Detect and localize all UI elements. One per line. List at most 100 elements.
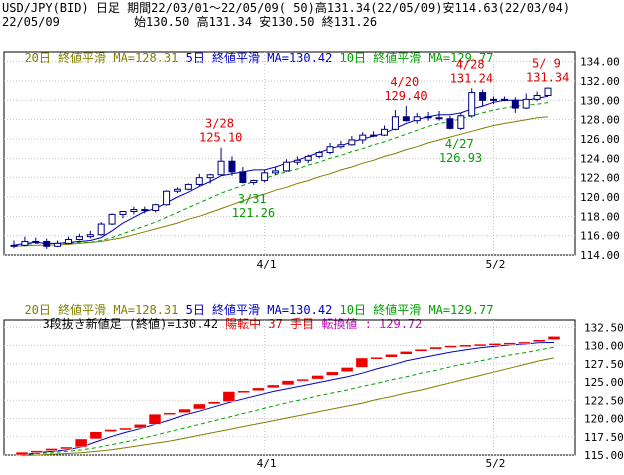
- candle-up: [152, 204, 160, 212]
- ma20-line: [13, 116, 549, 247]
- y-tick-label: 122.00: [580, 172, 620, 185]
- tlb-box: [222, 391, 236, 402]
- candle-up: [108, 213, 116, 225]
- candle-up: [130, 209, 138, 212]
- candle-down: [141, 209, 149, 212]
- annotation-date: 3/31: [238, 192, 267, 206]
- tlb-box: [237, 390, 250, 394]
- tlb-box: [74, 438, 88, 448]
- tlb-box: [60, 446, 73, 450]
- tlb-box: [518, 341, 531, 345]
- tlb-box: [414, 348, 428, 352]
- tlb-box: [370, 356, 383, 360]
- candle-up: [119, 211, 127, 215]
- tlb-box: [266, 384, 280, 389]
- y-tick-label: 134.00: [580, 56, 620, 69]
- tlb-box: [207, 401, 221, 405]
- tlb-box: [30, 450, 44, 453]
- candle-up: [250, 180, 258, 183]
- candle-down: [479, 92, 487, 101]
- candle-up: [315, 152, 323, 157]
- candle-up: [490, 98, 498, 101]
- candle-up: [64, 239, 72, 244]
- tlb-box: [45, 448, 58, 451]
- header-date: 22/05/09: [2, 15, 60, 29]
- y-tick-label: 120.00: [584, 413, 624, 426]
- y-tick-label: 128.00: [580, 114, 620, 127]
- candle-up: [468, 92, 476, 117]
- tlb-box: [385, 354, 398, 358]
- y-tick-label: 124.00: [580, 152, 620, 165]
- annotation-date: 5/ 9: [532, 56, 561, 70]
- tlb-box: [133, 424, 147, 429]
- annotation-value: 125.10: [199, 131, 242, 145]
- candle-up: [282, 161, 290, 172]
- candle-up: [261, 172, 269, 182]
- y-tick-label: 114.00: [580, 249, 620, 262]
- tlb-box: [281, 380, 295, 386]
- candle-up: [348, 139, 356, 146]
- candle-up: [184, 183, 192, 190]
- ma10-line: [13, 102, 549, 246]
- candle-down: [435, 117, 443, 120]
- annotation-value: 121.26: [232, 206, 275, 220]
- candle-up: [326, 146, 334, 154]
- candle-up: [54, 242, 62, 247]
- tlb-box: [193, 403, 206, 410]
- tlb-box: [547, 336, 561, 340]
- candle-up: [391, 116, 399, 130]
- candle-down: [446, 118, 454, 129]
- candle-up: [272, 170, 280, 174]
- candle-up: [217, 160, 225, 176]
- candle-up: [337, 144, 345, 148]
- tlb-box: [296, 378, 310, 382]
- ma20-line-lower: [21, 357, 555, 457]
- tlb-box: [311, 375, 324, 380]
- candle-up: [522, 98, 530, 109]
- ma5-line: [13, 95, 549, 246]
- legend-ma5-lower: 5日 終値平滑 MA=130.42: [185, 303, 333, 317]
- tlb-box: [503, 342, 516, 345]
- candle-up: [195, 177, 203, 185]
- candle-up: [359, 134, 367, 141]
- x-tick-label: 5/2: [486, 258, 506, 271]
- candle-up: [163, 190, 171, 206]
- annotation-date: 4/27: [445, 137, 474, 151]
- annotation-value: 129.40: [384, 89, 427, 103]
- annotation-value: 131.34: [526, 70, 569, 84]
- candle-up: [293, 159, 301, 163]
- upper-chart: 134.00 132.00 130.00 128.00 126.00 124.00 122.…: [4, 52, 620, 271]
- y-tick-label: 116.00: [580, 230, 620, 243]
- y-tick-label: 132.50: [584, 321, 624, 334]
- candle-up: [173, 188, 181, 192]
- tlb-box: [89, 431, 103, 440]
- candle-up: [32, 240, 40, 243]
- tlb-box: [355, 357, 369, 368]
- annotation-date: 4/20: [390, 75, 419, 89]
- legend-ma20-lower: 20日 終値平滑 MA=128.31: [24, 303, 179, 317]
- candle-up: [413, 116, 421, 122]
- annotation-date: 3/28: [205, 117, 234, 131]
- candle-down: [402, 116, 410, 122]
- annotation-date: 4/28: [456, 57, 485, 71]
- y-tick-label: 130.00: [584, 340, 624, 353]
- candle-up: [544, 87, 552, 97]
- candle-up: [381, 128, 389, 136]
- y-tick-label: 132.00: [580, 75, 620, 88]
- y-tick-label: 126.00: [580, 133, 620, 146]
- tlb-box: [178, 408, 191, 413]
- tlb-box: [104, 429, 117, 432]
- candle-up: [10, 244, 18, 247]
- y-tick-label: 117.50: [584, 431, 624, 444]
- tlb-box: [488, 343, 502, 346]
- candle-up: [86, 234, 94, 238]
- lower-legend: 20日 終値平滑 MA=128.31 5日 終値平滑 MA=130.42 10日…: [10, 289, 493, 317]
- candle-down: [228, 160, 236, 173]
- annotation-value: 126.93: [439, 151, 482, 165]
- candle-up: [75, 236, 83, 241]
- tlb-box: [444, 345, 457, 348]
- candle-down: [239, 171, 247, 184]
- candle-down: [511, 99, 519, 109]
- y-tick-label: 120.00: [580, 191, 620, 204]
